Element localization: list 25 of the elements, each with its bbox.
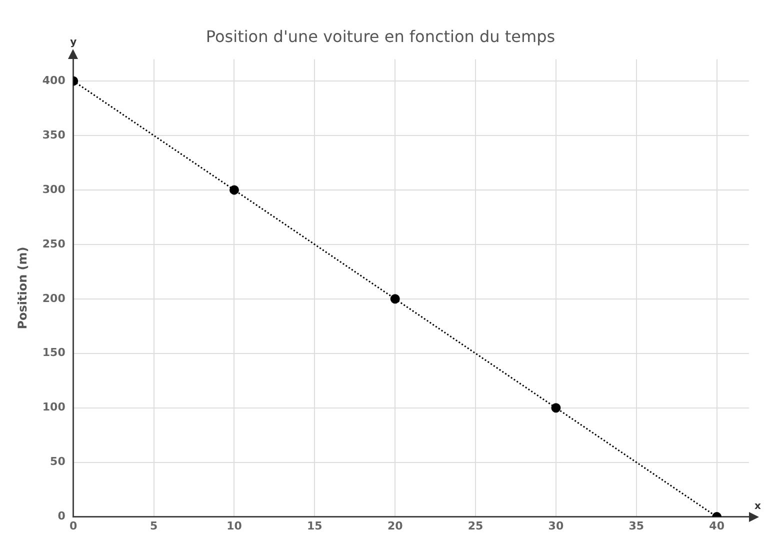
y-tick-label: 250 [42, 237, 66, 250]
text: x [754, 500, 762, 512]
point [229, 185, 239, 195]
y-axis-title: Position (m) [15, 246, 30, 330]
chart-title: Position d'une voiture en fonction du temps [206, 26, 556, 46]
x-tick-label: 25 [468, 519, 484, 532]
x-tick-label: 10 [226, 519, 242, 532]
text: y [70, 37, 78, 48]
x-tick-label: 5 [150, 519, 158, 532]
x-tick-label: 30 [548, 519, 564, 532]
x-tick-label: 35 [628, 519, 644, 532]
y-tick-label: 100 [42, 400, 66, 414]
y-tick-label: 350 [42, 128, 66, 142]
x-tick-label: 20 [387, 519, 404, 532]
y-tick-label: 0 [58, 510, 66, 523]
y-tick-label: 50 [50, 455, 66, 468]
y-tick-label: 300 [42, 182, 66, 196]
y-tick-label: 200 [42, 292, 66, 305]
point [390, 294, 400, 304]
x-tick-label: 40 [709, 519, 725, 532]
y-tick-label: 400 [42, 74, 66, 87]
x-tick-label: 15 [307, 519, 322, 532]
point [551, 403, 561, 413]
x-tick-label: 0 [70, 519, 78, 532]
y-tick-label: 150 [42, 346, 66, 360]
